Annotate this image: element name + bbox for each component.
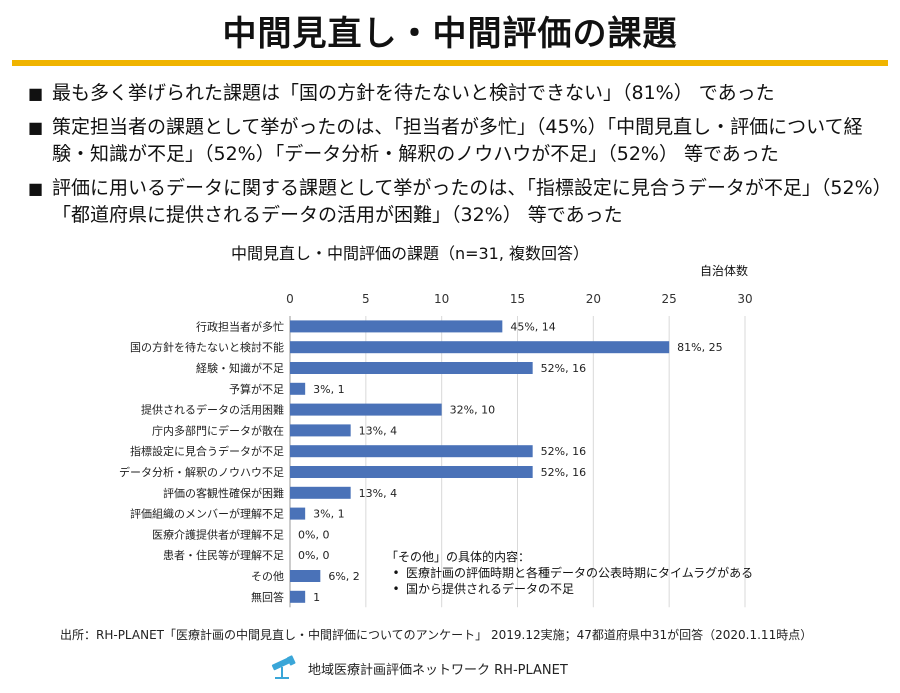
bar [290, 320, 503, 333]
data-label: 3%, 1 [313, 508, 344, 521]
bar [290, 590, 306, 603]
bar [290, 341, 670, 354]
data-label: 13%, 4 [359, 487, 397, 500]
category-label: 提供されるデータの活用困難 [141, 403, 284, 417]
chart-title: 中間見直し・中間評価の課題（n=31, 複数回答） [230, 244, 590, 263]
data-label: 81%, 25 [677, 341, 722, 354]
x-tick-label: 15 [510, 292, 525, 306]
category-label: 国の方針を待たないと検討不能 [130, 340, 284, 354]
category-label: その他 [251, 570, 284, 583]
other-details-note: 「その他」の具体的内容： • 医療計画の評価時期と各種データの公表時期にタイムラ… [386, 549, 753, 597]
category-label: 評価の客観性確保が困難 [163, 486, 284, 500]
bullet-text: 策定担当者の課題として挙がったのは、「担当者が多忙」（45%）「中間見直し・評価… [52, 116, 863, 165]
data-label: 0%, 0 [298, 528, 329, 541]
category-label: 予算が不足 [229, 382, 284, 396]
telescope-logo-icon [271, 655, 296, 679]
source-note: 出所：RH-PLANET「医療計画の中間見直し・中間評価についてのアンケート」 … [60, 628, 813, 642]
x-tick-label: 0 [286, 292, 294, 306]
other-details-item: • 国から提供されるデータの不足 [386, 581, 753, 597]
other-details-text: 国から提供されるデータの不足 [406, 582, 575, 596]
axis-unit-label: 自治体数 [700, 264, 749, 278]
x-tick-label: 30 [737, 292, 752, 306]
bullet-square-icon: ■ [28, 84, 44, 103]
category-label: 庁内多部門にデータが散在 [152, 423, 284, 437]
data-label: 52%, 16 [541, 362, 586, 375]
bullet-dot-icon: • [392, 582, 400, 596]
bar [290, 382, 306, 395]
footer: 地域医療計画評価ネットワーク RH-PLANET [268, 653, 568, 683]
category-label: 行政担当者が多忙 [196, 319, 284, 333]
other-details-text: 医療計画の評価時期と各種データの公表時期にタイムラグがある [406, 566, 754, 580]
bullet-dot-icon: • [392, 566, 400, 580]
bullet-list: ■ 最も多く挙げられた課題は「国の方針を待たないと検討できない」（81%） であ… [28, 80, 890, 236]
data-label: 1 [313, 591, 320, 604]
x-tick-label: 20 [586, 292, 601, 306]
bar [290, 445, 533, 458]
bar [290, 570, 321, 582]
category-label: 指標設定に見合うデータが不足 [130, 444, 284, 458]
bullet-item: ■ 策定担当者の課題として挙がったのは、「担当者が多忙」（45%）「中間見直し・… [28, 114, 890, 168]
category-label: 患者・住民等が理解不足 [163, 548, 284, 562]
category-label: 評価組織のメンバーが理解不足 [130, 507, 284, 521]
other-details-heading: 「その他」の具体的内容： [386, 550, 531, 564]
data-label: 45%, 14 [510, 320, 555, 333]
category-label: 医療介護提供者が理解不足 [152, 527, 284, 541]
x-tick-label: 5 [362, 292, 370, 306]
data-label: 52%, 16 [541, 466, 586, 479]
data-label: 0%, 0 [298, 549, 329, 562]
data-label: 3%, 1 [313, 383, 344, 396]
category-label: データ分析・解釈のノウハウ不足 [119, 465, 284, 479]
bullet-square-icon: ■ [28, 118, 44, 137]
bullet-text: 評価に用いるデータに関する課題として挙がったのは、「指標設定に見合うデータが不足… [52, 177, 883, 226]
bullet-item: ■ 評価に用いるデータに関する課題として挙がったのは、「指標設定に見合うデータが… [28, 175, 890, 229]
category-label: 無回答 [251, 590, 284, 604]
other-details-item: • 医療計画の評価時期と各種データの公表時期にタイムラグがある [386, 565, 753, 581]
x-tick-label: 25 [662, 292, 677, 306]
bullet-square-icon: ■ [28, 179, 44, 198]
bullet-item: ■ 最も多く挙げられた課題は「国の方針を待たないと検討できない」（81%） であ… [28, 80, 890, 107]
bar [290, 403, 442, 416]
title-underline [12, 60, 888, 66]
x-tick-label: 10 [434, 292, 449, 306]
bar [290, 424, 351, 437]
bar [290, 486, 351, 499]
data-label: 32%, 10 [450, 404, 495, 417]
data-label: 52%, 16 [541, 445, 586, 458]
category-label: 経験・知識が不足 [196, 361, 284, 375]
data-label: 13%, 4 [359, 424, 397, 437]
data-label: 6%, 2 [328, 570, 359, 583]
bullet-text: 最も多く挙げられた課題は「国の方針を待たないと検討できない」（81%） であった [52, 82, 775, 104]
footer-text: 地域医療計画評価ネットワーク RH-PLANET [308, 662, 568, 678]
bar [290, 507, 306, 520]
slide-title: 中間見直し・中間評価の課題 [222, 14, 678, 54]
bar [290, 466, 533, 478]
bar [290, 362, 533, 374]
